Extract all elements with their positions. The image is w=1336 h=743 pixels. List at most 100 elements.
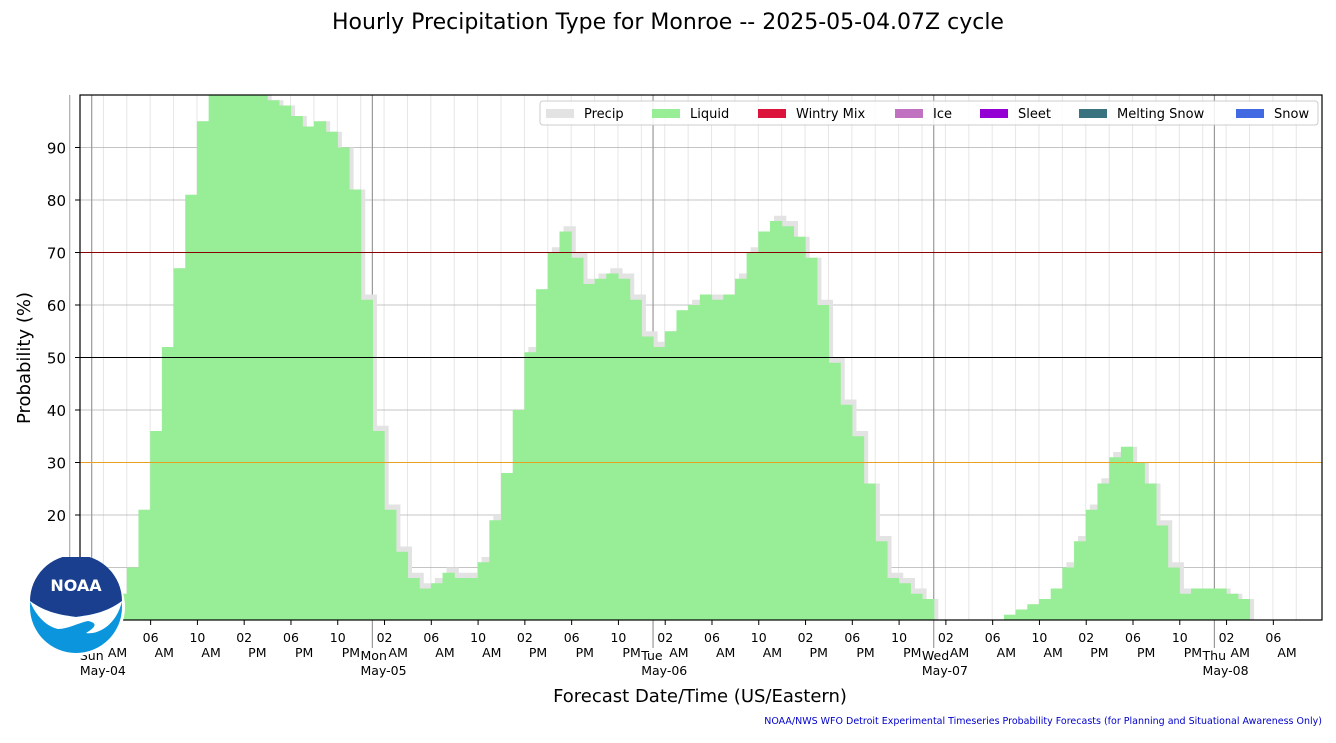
bar-liquid [1144, 483, 1157, 620]
bar-liquid [290, 116, 303, 620]
legend-swatch-melting-snow [1079, 109, 1107, 118]
bar-liquid [840, 404, 853, 620]
bar-liquid [313, 121, 327, 620]
x-tick-ampm: AM [997, 645, 1016, 660]
bar-liquid [360, 299, 373, 620]
x-tick-date: May-05 [361, 663, 407, 678]
bar-liquid [1214, 588, 1227, 620]
bar-liquid [617, 278, 631, 620]
x-tick-ampm: AM [763, 645, 782, 660]
bar-liquid [922, 599, 935, 620]
bar-liquid [1097, 483, 1110, 620]
bar-liquid [348, 189, 362, 620]
bar-liquid [559, 231, 572, 620]
legend-box [539, 100, 1319, 126]
x-tick-ampm: PM [295, 645, 313, 660]
x-tick-ampm: AM [201, 645, 220, 660]
bar-liquid [664, 331, 678, 620]
bar-liquid [851, 436, 865, 620]
legend-label: Wintry Mix [796, 107, 866, 122]
bar-liquid [1085, 509, 1099, 620]
x-tick-ampm: PM [1184, 645, 1202, 660]
x-tick-ampm: PM [576, 645, 594, 660]
legend-label: Snow [1274, 107, 1309, 122]
bar-liquid [1202, 588, 1216, 620]
x-tick-date: May-08 [1203, 663, 1249, 678]
x-tick-hour: 02 [657, 630, 673, 645]
x-tick-day: Thu [1202, 648, 1226, 663]
bar-liquid [419, 588, 432, 620]
x-tick-hour: 10 [751, 630, 767, 645]
bar-liquid [337, 147, 350, 620]
chart-title: Hourly Precipitation Type for Monroe -- … [332, 10, 1004, 35]
x-tick-date: May-07 [922, 663, 968, 678]
lines-layer [80, 252, 1322, 463]
x-tick-ampm: PM [810, 645, 828, 660]
legend-layer: Precip Liquid Wintry Mix Ice Sleet Melting Sn… [539, 100, 1319, 126]
bar-liquid [407, 578, 420, 620]
bar-liquid [606, 273, 619, 620]
x-tick-ampm: PM [342, 645, 360, 660]
x-tick-ampm: AM [389, 645, 408, 660]
x-tick-day: Wed [922, 648, 949, 663]
bar-liquid [875, 541, 888, 620]
x-tick-hour: 10 [470, 630, 486, 645]
bar-liquid [653, 347, 666, 620]
x-tick-ampm: AM [1043, 645, 1062, 660]
bar-liquid [828, 362, 841, 620]
bar-liquid [781, 226, 794, 620]
bar-liquid [1120, 446, 1134, 620]
bar-liquid [886, 578, 900, 620]
x-tick-hour: 10 [1172, 630, 1188, 645]
bar-liquid [547, 252, 561, 620]
bar-liquid [302, 126, 315, 620]
bar-liquid [676, 310, 689, 620]
legend-swatch-wintry-mix [758, 109, 786, 118]
bar-liquid [793, 236, 806, 620]
noaa-logo: NOAA [26, 555, 126, 657]
x-tick-hour: 02 [236, 630, 252, 645]
x-tick-hour: 06 [564, 630, 580, 645]
bar-liquid [173, 268, 186, 620]
x-tick-hour: 02 [1078, 630, 1094, 645]
bar-liquid [395, 551, 409, 620]
x-tick-hour: 10 [189, 630, 205, 645]
bar-liquid [723, 294, 736, 620]
y-tick-label: 50 [47, 350, 66, 368]
bar-liquid [384, 509, 397, 620]
x-tick-day: Mon [361, 648, 387, 663]
bar-liquid [1191, 588, 1204, 620]
x-tick-date: May-04 [80, 663, 126, 678]
x-tick-ampm: AM [108, 645, 127, 660]
bar-liquid [477, 562, 490, 620]
bar-liquid [501, 473, 514, 620]
x-tick-day: Tue [640, 648, 663, 663]
legend-swatch-liquid [652, 109, 680, 118]
y-tick-label: 20 [47, 507, 66, 525]
bar-liquid [150, 431, 163, 620]
legend-label: Sleet [1018, 107, 1051, 122]
y-tick-label: 80 [47, 192, 66, 210]
x-tick-hour: 06 [1125, 630, 1141, 645]
legend-swatch-sleet [980, 109, 1008, 118]
y-tick-label: 90 [47, 140, 66, 158]
x-tick-hour: 06 [1265, 630, 1281, 645]
x-tick-ampm: AM [950, 645, 969, 660]
legend-swatch-snow [1236, 109, 1264, 118]
x-tick-ampm: PM [248, 645, 266, 660]
bar-liquid [430, 583, 444, 620]
bar-liquid [1109, 457, 1122, 620]
bar-liquid [1237, 599, 1251, 620]
legend-swatch-precip [546, 109, 574, 118]
x-tick-ampm: PM [1090, 645, 1108, 660]
x-tick-hour: 06 [704, 630, 720, 645]
x-tick-hour: 10 [330, 630, 346, 645]
bar-liquid [1038, 599, 1052, 620]
bar-liquid [641, 336, 654, 620]
x-tick-ampm: PM [903, 645, 921, 660]
x-axis-label: Forecast Date/Time (US/Eastern) [553, 686, 847, 707]
bar-liquid [278, 105, 292, 620]
legend-label: Liquid [690, 107, 729, 122]
bar-liquid [465, 578, 479, 620]
